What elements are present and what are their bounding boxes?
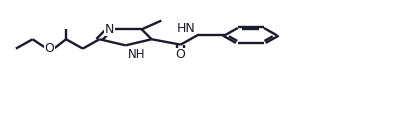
Text: N: N [105, 23, 114, 36]
Text: NH: NH [127, 48, 145, 61]
Text: O: O [44, 42, 54, 55]
Text: O: O [176, 48, 186, 61]
Text: HN: HN [176, 22, 195, 35]
